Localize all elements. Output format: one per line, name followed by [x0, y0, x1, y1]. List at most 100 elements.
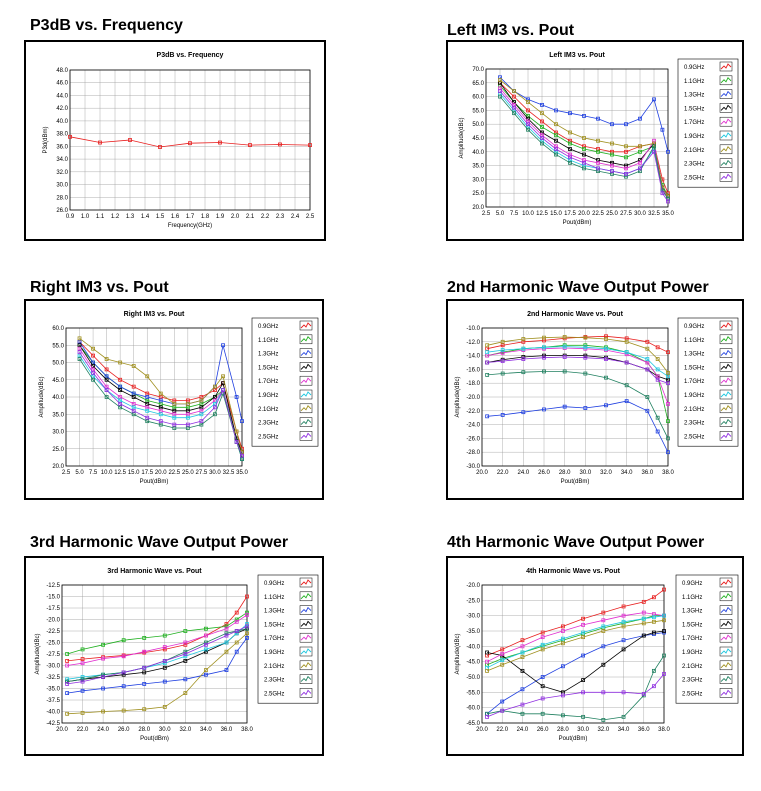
- data-point: [221, 343, 225, 348]
- legend-label: 1.9GHz: [258, 393, 278, 399]
- data-point: [183, 659, 188, 663]
- data-point: [485, 650, 489, 655]
- data-point: [581, 616, 586, 621]
- legend-label: 1.9GHz: [264, 650, 284, 656]
- data-point: [162, 661, 167, 666]
- legend-glyph: [720, 648, 732, 655]
- legend-glyph: [300, 579, 312, 586]
- data-point: [224, 640, 229, 645]
- data-point: [77, 343, 82, 348]
- legend-swatch: [719, 417, 733, 427]
- data-point: [601, 644, 606, 649]
- series-2.3GHz: [485, 653, 666, 722]
- data-point: [526, 122, 530, 127]
- x-tick-label: 20.0: [578, 211, 590, 217]
- legend-swatch: [719, 646, 733, 657]
- y-tick-label: -42.5: [46, 721, 60, 727]
- legend-glyph: [720, 675, 732, 682]
- legend-glyph: [300, 418, 312, 425]
- x-tick-label: 2.5: [62, 470, 71, 476]
- y-tick-label: 28.0: [56, 195, 68, 201]
- x-tick-label: 34.0: [621, 470, 633, 476]
- data-point: [162, 679, 167, 684]
- data-point: [560, 713, 565, 718]
- data-point: [118, 402, 123, 406]
- series-line: [486, 612, 665, 663]
- y-tick-label: -14.0: [466, 354, 480, 360]
- data-point: [172, 412, 177, 417]
- data-point: [582, 152, 586, 157]
- series-line: [499, 77, 669, 152]
- data-point: [80, 675, 85, 679]
- data-point: [512, 105, 516, 110]
- y-tick-label: -26.0: [466, 436, 480, 442]
- data-point: [581, 690, 586, 695]
- data-point: [131, 412, 136, 417]
- data-point: [245, 636, 249, 640]
- data-point: [562, 355, 567, 359]
- y-tick-label: 25.0: [52, 447, 64, 453]
- data-point: [498, 78, 502, 82]
- series-line: [486, 615, 665, 669]
- data-point: [199, 412, 204, 417]
- data-point: [65, 659, 70, 663]
- legend-glyph: [300, 648, 312, 655]
- y-tick-label: 38.0: [56, 132, 68, 138]
- data-point: [65, 682, 70, 686]
- x-tick-label: 1.6: [171, 214, 180, 220]
- data-point: [224, 633, 229, 638]
- plot-frame: [69, 69, 311, 211]
- data-point: [65, 652, 70, 656]
- data-point: [485, 346, 490, 351]
- series-line: [487, 347, 669, 405]
- y-tick-label: -45.0: [466, 660, 480, 666]
- data-point: [604, 375, 608, 380]
- y-tick-label: -30.0: [466, 464, 480, 470]
- data-point: [121, 708, 126, 713]
- series-line: [499, 85, 669, 197]
- data-point: [224, 626, 229, 631]
- data-point: [65, 677, 70, 682]
- data-point: [98, 140, 102, 145]
- x-tick-label: 7.5: [89, 470, 98, 476]
- data-point: [604, 357, 608, 361]
- data-point: [624, 399, 629, 404]
- data-point: [80, 657, 85, 661]
- data-point: [91, 360, 95, 365]
- x-tick-label: 20.0: [476, 470, 488, 476]
- series-1.9GHz: [485, 344, 670, 379]
- data-point: [183, 691, 188, 696]
- legend-label: 1.1GHz: [264, 595, 284, 601]
- data-point: [213, 412, 217, 417]
- data-point: [118, 398, 123, 403]
- chart-panel-right-im3: Right IM3 vs. Pout 2.5 5.0 7.5 10.0 12.5 15.0 1…: [24, 299, 324, 500]
- legend-label: 2.3GHz: [684, 421, 704, 427]
- data-point: [554, 147, 558, 151]
- x-tick-label: 30.0: [159, 727, 171, 733]
- data-point: [621, 604, 626, 609]
- data-point: [145, 402, 150, 406]
- data-point: [645, 360, 650, 365]
- data-point: [621, 714, 626, 719]
- data-point: [121, 638, 126, 643]
- data-point: [224, 624, 229, 629]
- data-point: [240, 419, 244, 424]
- legend-label: 1.7GHz: [264, 636, 284, 642]
- legend-label: 2.5GHz: [264, 691, 284, 697]
- data-point: [199, 408, 204, 413]
- x-tick-label: 22.0: [77, 727, 89, 733]
- y-axis-label: Amplitude(dBc): [459, 117, 465, 158]
- data-point: [185, 408, 190, 413]
- data-point: [638, 116, 642, 121]
- legend-label: 0.9GHz: [682, 581, 702, 587]
- y-tick-label: 25.0: [472, 191, 484, 197]
- data-point: [645, 339, 650, 344]
- data-point: [583, 353, 588, 358]
- y-tick-label: 44.0: [56, 93, 68, 99]
- legend-swatch: [299, 577, 313, 588]
- chart-svg-left-im3: Left IM3 vs. Pout 2.5 5.0 7.5 10.0 12.5 15.0 17…: [459, 52, 739, 226]
- y-tick-label: 34.0: [56, 157, 68, 163]
- y-tick-label: 40.0: [52, 395, 64, 401]
- data-point: [104, 388, 109, 392]
